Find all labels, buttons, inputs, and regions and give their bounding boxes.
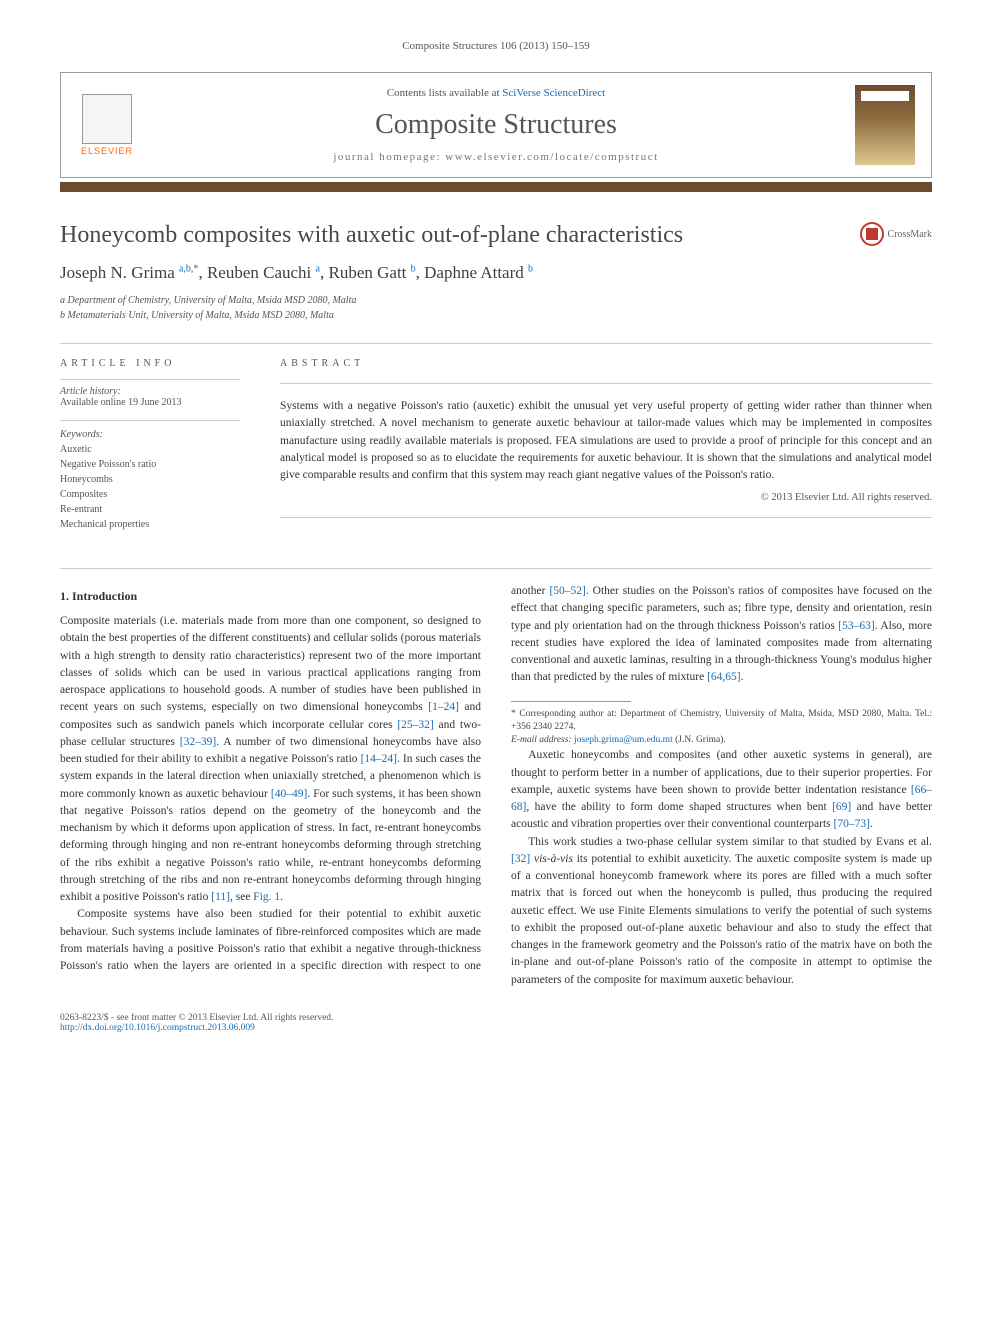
abstract-heading: ABSTRACT [280,358,932,369]
elsevier-logo: ELSEVIER [77,90,137,160]
page-footer: 0263-8223/$ - see front matter © 2013 El… [60,1013,932,1033]
paragraph: This work studies a two-phase cellular s… [511,834,932,989]
affiliation-b: b Metamaterials Unit, University of Malt… [60,308,932,323]
body-text: 1. Introduction Composite materials (i.e… [60,583,932,989]
abstract: ABSTRACT Systems with a negative Poisson… [280,358,932,544]
contents-line: Contents lists available at SciVerse Sci… [153,87,839,99]
doi-link[interactable]: http://dx.doi.org/10.1016/j.compstruct.2… [60,1023,333,1033]
journal-homepage: journal homepage: www.elsevier.com/locat… [153,151,839,163]
elsevier-text: ELSEVIER [81,146,133,156]
abstract-copyright: © 2013 Elsevier Ltd. All rights reserved… [280,492,932,503]
email-label: E-mail address: [511,735,572,745]
homepage-url[interactable]: www.elsevier.com/locate/compstruct [445,151,658,163]
affiliations: a Department of Chemistry, University of… [60,293,932,323]
sciencedirect-link[interactable]: SciVerse ScienceDirect [502,87,605,99]
affiliation-a: a Department of Chemistry, University of… [60,293,932,308]
section-1-title: 1. Introduction [60,587,481,605]
crossmark-badge[interactable]: CrossMark [860,222,932,246]
article-info: ARTICLE INFO Article history: Available … [60,358,240,544]
divider [60,568,932,569]
keyword: Auxetic [60,442,240,457]
keyword: Re-entrant [60,502,240,517]
paragraph: Composite materials (i.e. materials made… [60,613,481,906]
accent-bar [60,182,932,192]
journal-cover-thumb [855,85,915,165]
keyword: Composites [60,487,240,502]
corresponding-author-footnote: * Corresponding author at: Department of… [511,708,932,748]
keyword: Negative Poisson's ratio [60,457,240,472]
front-matter: 0263-8223/$ - see front matter © 2013 El… [60,1013,333,1023]
contents-prefix: Contents lists available at [387,87,502,99]
article-info-heading: ARTICLE INFO [60,358,240,369]
homepage-prefix: journal homepage: [333,151,445,163]
footnote-separator [511,701,631,702]
crossmark-icon [860,222,884,246]
article-title: Honeycomb composites with auxetic out-of… [60,222,683,249]
journal-name: Composite Structures [153,109,839,141]
history-label: Article history: [60,386,240,397]
abstract-text: Systems with a negative Poisson's ratio … [280,398,932,484]
journal-reference: Composite Structures 106 (2013) 150–159 [60,40,932,52]
journal-header: ELSEVIER Contents lists available at Sci… [60,72,932,178]
keyword: Honeycombs [60,472,240,487]
authors: Joseph N. Grima a,b,*, Reuben Cauchi a, … [60,263,932,283]
corr-author: * Corresponding author at: Department of… [511,708,932,735]
history-value: Available online 19 June 2013 [60,397,240,408]
email-link[interactable]: joseph.grima@um.edu.mt [574,735,673,745]
elsevier-tree-icon [82,94,132,144]
keyword: Mechanical properties [60,517,240,532]
crossmark-label: CrossMark [888,229,932,240]
divider [60,343,932,344]
email-name: (J.N. Grima). [675,735,726,745]
keywords-label: Keywords: [60,427,240,442]
paragraph: Auxetic honeycombs and composites (and o… [511,747,932,833]
